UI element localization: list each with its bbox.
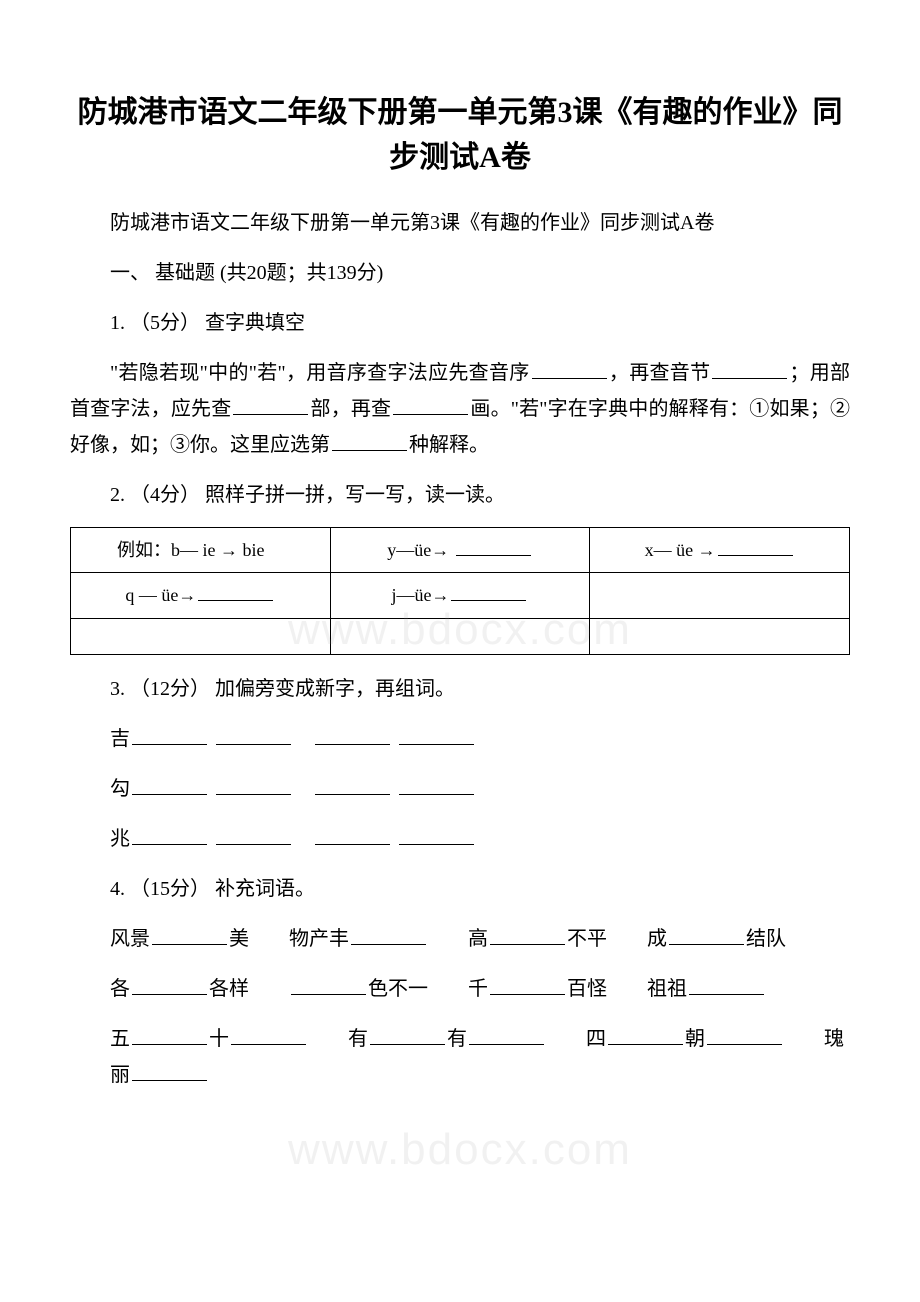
q4-word: 风景 — [110, 928, 150, 950]
blank-field[interactable] — [152, 923, 227, 945]
blank-field[interactable] — [291, 973, 366, 995]
q4-word: 不平 成 — [567, 928, 667, 950]
blank-field[interactable] — [370, 1023, 445, 1045]
cell-text: j—üe→ — [391, 585, 449, 605]
q1-text-f: 种解释。 — [409, 434, 489, 456]
q4-word: 百怪 祖祖 — [567, 978, 687, 1000]
table-cell: j—üe→ — [330, 573, 590, 618]
q4-header: 4. （15分） 补充词语。 — [70, 871, 850, 907]
blank-field[interactable] — [231, 1023, 306, 1045]
blank-field[interactable] — [718, 536, 793, 556]
blank-field[interactable] — [216, 723, 291, 745]
blank-field[interactable] — [332, 429, 407, 451]
blank-field[interactable] — [351, 923, 426, 945]
blank-field[interactable] — [216, 823, 291, 845]
table-cell-empty — [590, 618, 850, 654]
subtitle-text: 防城港市语文二年级下册第一单元第3课《有趣的作业》同步测试A卷 — [70, 205, 850, 241]
q1-body: "若隐若现"中的"若"，用音序查字法应先查音序，再查音节；用部首查字法，应先查部… — [70, 355, 850, 463]
q3-row-3: 兆 — [70, 821, 850, 857]
blank-field[interactable] — [132, 1023, 207, 1045]
q1-header: 1. （5分） 查字典填空 — [70, 305, 850, 341]
q3-header: 3. （12分） 加偏旁变成新字，再组词。 — [70, 671, 850, 707]
q4-word: 朝 — [685, 1028, 705, 1050]
q4-word: 高 — [428, 928, 488, 950]
blank-field[interactable] — [393, 393, 468, 415]
blank-field[interactable] — [490, 923, 565, 945]
q4-word: 各样 — [209, 978, 289, 1000]
q4-word: 各 — [110, 978, 130, 1000]
cell-text: x— üe → — [645, 540, 716, 560]
q4-word: 色不一 千 — [368, 978, 488, 1000]
blank-field[interactable] — [216, 773, 291, 795]
watermark-text: www.bdocx.com — [288, 1110, 632, 1189]
blank-field[interactable] — [451, 582, 526, 602]
blank-field[interactable] — [490, 973, 565, 995]
q4-word: 有 — [447, 1028, 467, 1050]
blank-field[interactable] — [399, 823, 474, 845]
table-row: 例如：b— ie → bie y—üe→ x— üe → — [71, 528, 850, 573]
q4-word: 有 — [308, 1028, 368, 1050]
q4-line-2: 各 各样 色不一 千 百怪 祖祖 — [70, 971, 850, 1007]
blank-field[interactable] — [707, 1023, 782, 1045]
q1-text-d: 部，再查 — [310, 398, 391, 420]
q1-text-a: "若隐若现"中的"若"，用音序查字法应先查音序 — [110, 362, 530, 384]
table-cell-empty — [590, 573, 850, 618]
q3-row-1: 吉 — [70, 721, 850, 757]
q3-char-1: 吉 — [110, 728, 130, 750]
blank-field[interactable] — [469, 1023, 544, 1045]
blank-field[interactable] — [198, 582, 273, 602]
blank-field[interactable] — [315, 773, 390, 795]
cell-text: y—üe→ — [387, 540, 449, 560]
table-cell: y—üe→ — [330, 528, 590, 573]
table-cell-example: 例如：b— ie → bie — [71, 528, 331, 573]
q2-table: 例如：b— ie → bie y—üe→ x— üe → q — üe→ j—ü… — [70, 527, 850, 655]
blank-field[interactable] — [399, 723, 474, 745]
q4-word: 五 — [110, 1028, 130, 1050]
q4-word: 四 — [546, 1028, 606, 1050]
q3-char-3: 兆 — [110, 828, 130, 850]
blank-field[interactable] — [669, 923, 744, 945]
blank-field[interactable] — [456, 536, 531, 556]
blank-field[interactable] — [132, 823, 207, 845]
blank-field[interactable] — [608, 1023, 683, 1045]
blank-field[interactable] — [315, 823, 390, 845]
table-cell-empty — [330, 618, 590, 654]
blank-field[interactable] — [532, 357, 607, 379]
blank-field[interactable] — [689, 973, 764, 995]
blank-field[interactable] — [399, 773, 474, 795]
q4-line-1: 风景 美 物产丰 高 不平 成 结队 — [70, 921, 850, 957]
page-title: 防城港市语文二年级下册第一单元第3课《有趣的作业》同步测试A卷 — [70, 90, 850, 180]
blank-field[interactable] — [132, 973, 207, 995]
table-row — [71, 618, 850, 654]
blank-field[interactable] — [132, 773, 207, 795]
blank-field[interactable] — [233, 393, 308, 415]
q3-char-2: 勾 — [110, 778, 130, 800]
table-row: q — üe→ j—üe→ — [71, 573, 850, 618]
q4-line-3: 五十 有有 四朝 瑰丽 — [70, 1021, 850, 1093]
q1-text-b: ，再查音节 — [609, 362, 711, 384]
q4-word: 十 — [209, 1028, 229, 1050]
table-cell: x— üe → — [590, 528, 850, 573]
table-cell: q — üe→ — [71, 573, 331, 618]
q2-header: 2. （4分） 照样子拼一拼，写一写，读一读。 — [70, 477, 850, 513]
q4-word: 美 物产丰 — [229, 928, 349, 950]
q4-word: 结队 — [746, 928, 786, 950]
table-cell-empty — [71, 618, 331, 654]
blank-field[interactable] — [315, 723, 390, 745]
section-header: 一、 基础题 (共20题；共139分) — [70, 255, 850, 291]
blank-field[interactable] — [132, 723, 207, 745]
cell-text: q — üe→ — [125, 585, 196, 605]
blank-field[interactable] — [712, 357, 787, 379]
q3-row-2: 勾 — [70, 771, 850, 807]
blank-field[interactable] — [132, 1059, 207, 1081]
